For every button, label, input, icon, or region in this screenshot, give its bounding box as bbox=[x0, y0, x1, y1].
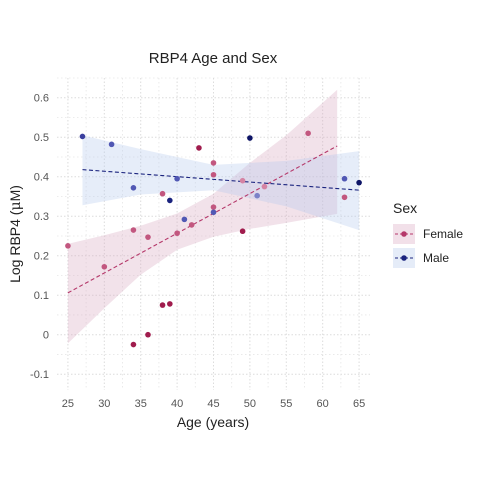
y-tick-label: 0.5 bbox=[34, 132, 49, 144]
legend-label-male: Male bbox=[423, 251, 449, 265]
grid-major bbox=[57, 78, 370, 390]
data-point-male bbox=[247, 135, 253, 141]
data-point-male bbox=[356, 179, 362, 186]
y-tick-label: 0.3 bbox=[34, 211, 49, 223]
plot-area bbox=[57, 77, 370, 390]
data-point-female bbox=[305, 130, 311, 137]
y-tick-label: 0.6 bbox=[34, 93, 49, 105]
data-point-female bbox=[261, 183, 268, 190]
x-tick-label: 30 bbox=[98, 398, 110, 410]
y-tick-label: 0.2 bbox=[34, 251, 49, 263]
data-point-female bbox=[210, 160, 217, 166]
confidence-band-male bbox=[82, 135, 360, 231]
legend-key-point-male bbox=[401, 255, 407, 261]
data-point-female bbox=[101, 263, 108, 270]
y-tick-label: 0.1 bbox=[34, 290, 49, 302]
y-axis-tick-labels: -0.1 0 0.1 0.2 0.3 0.4 0.5 0.6 bbox=[30, 93, 49, 381]
y-tick-label: -0.1 bbox=[30, 369, 49, 381]
x-tick-label: 45 bbox=[207, 398, 219, 410]
x-tick-label: 25 bbox=[62, 398, 74, 410]
data-point-female bbox=[174, 230, 180, 237]
data-point-male bbox=[210, 209, 217, 216]
data-point-male bbox=[174, 175, 180, 182]
data-point-female bbox=[130, 227, 137, 233]
data-point-female bbox=[210, 171, 217, 178]
data-point-female bbox=[130, 341, 137, 348]
y-tick-label: 0 bbox=[43, 330, 49, 342]
data-point-female bbox=[145, 234, 151, 240]
data-point-female bbox=[65, 243, 71, 249]
y-tick-label: 0.4 bbox=[34, 172, 49, 184]
data-points bbox=[65, 130, 362, 348]
x-tick-label: 35 bbox=[135, 398, 147, 410]
data-point-female bbox=[239, 228, 246, 235]
data-point-female bbox=[159, 190, 166, 197]
data-point-male bbox=[167, 197, 173, 204]
data-point-female bbox=[210, 204, 217, 210]
confidence-band-female bbox=[67, 89, 338, 344]
data-point-female bbox=[196, 145, 202, 151]
data-point-female bbox=[145, 331, 151, 338]
fit-line-male bbox=[82, 169, 360, 191]
y-axis-label: Log RBP4 (μM) bbox=[7, 185, 24, 283]
x-tick-label: 65 bbox=[353, 398, 365, 410]
legend-key-point-female bbox=[401, 231, 407, 237]
data-point-male bbox=[108, 141, 115, 148]
legend-title: Sex bbox=[393, 200, 417, 216]
y-axis-label-mu: μ bbox=[8, 201, 24, 210]
legend: Sex Female Male bbox=[393, 200, 463, 268]
x-tick-label: 55 bbox=[280, 398, 292, 410]
data-point-female bbox=[188, 222, 195, 228]
fit-lines bbox=[67, 145, 360, 294]
data-point-male bbox=[79, 133, 86, 140]
x-tick-label: 40 bbox=[171, 398, 183, 410]
confidence-bands bbox=[67, 89, 360, 344]
chart-title: RBP4 Age and Sex bbox=[149, 50, 278, 67]
data-point-female bbox=[239, 177, 246, 184]
data-point-male bbox=[181, 216, 188, 223]
data-point-male bbox=[254, 192, 260, 199]
data-point-male bbox=[130, 184, 137, 191]
data-point-male bbox=[341, 175, 348, 182]
data-point-female bbox=[159, 302, 166, 308]
x-tick-label: 50 bbox=[244, 398, 256, 410]
x-tick-label: 60 bbox=[317, 398, 329, 410]
fit-line-female bbox=[67, 145, 338, 294]
legend-label-female: Female bbox=[423, 227, 463, 241]
grid-minor bbox=[57, 77, 370, 390]
data-point-female bbox=[167, 301, 173, 307]
x-axis-tick-labels: 25 30 35 40 45 50 55 60 65 bbox=[62, 398, 365, 410]
x-axis-label: Age (years) bbox=[177, 414, 249, 430]
data-point-female bbox=[341, 194, 348, 201]
